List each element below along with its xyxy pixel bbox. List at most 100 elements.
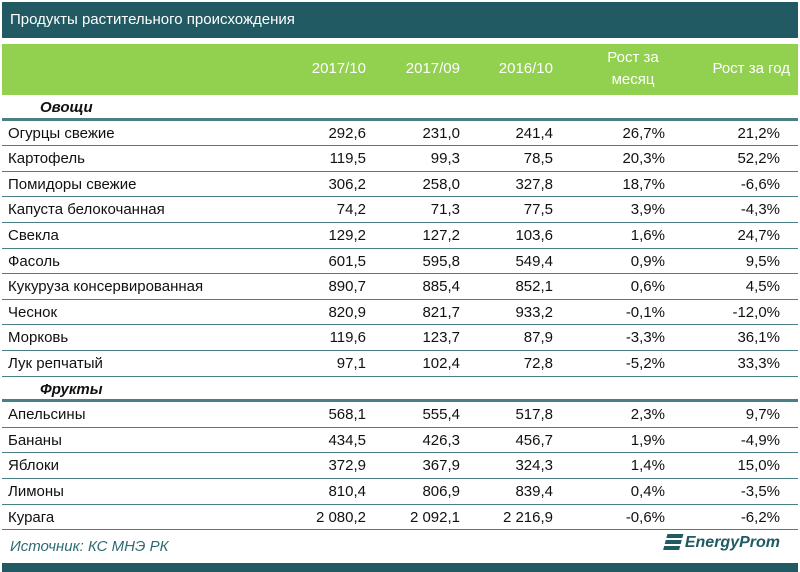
cell-value: 839,4 <box>515 482 553 500</box>
table-row: Лимоны 810,4 806,9 839,4 0,4% -3,5% <box>2 479 798 505</box>
cell-value: 2 216,9 <box>502 508 553 526</box>
product-name: Лимоны <box>8 482 64 500</box>
product-name: Лук репчатый <box>8 354 103 372</box>
product-name: Апельсины <box>8 406 86 424</box>
cell-value: 2 092,1 <box>409 508 460 526</box>
cell-value: 102,4 <box>422 354 460 372</box>
cell-value: 555,4 <box>422 406 460 424</box>
table-row: Лук репчатый 97,1 102,4 72,8 -5,2% 33,3% <box>2 351 798 377</box>
col-header: Рост за месяц <box>607 49 659 88</box>
table-row: Фасоль 601,5 595,8 549,4 0,9% 9,5% <box>2 249 798 275</box>
cell-value: 434,5 <box>328 431 366 449</box>
cell-value: -6,2% <box>740 508 780 526</box>
col-header: 2016/10 <box>498 60 553 77</box>
cell-value: 231,0 <box>422 124 460 142</box>
cell-value: -6,6% <box>740 175 780 193</box>
cell-value: -3,3% <box>625 329 665 347</box>
cell-value: 324,3 <box>515 457 553 475</box>
cell-value: 258,0 <box>422 175 460 193</box>
cell-value: 806,9 <box>422 482 460 500</box>
product-name: Помидоры свежие <box>8 175 137 193</box>
cell-value: 595,8 <box>422 252 460 270</box>
cell-value: 87,9 <box>523 329 553 347</box>
cell-value: 15,0% <box>737 457 780 475</box>
cell-value: 456,7 <box>515 431 553 449</box>
cell-value: 74,2 <box>336 201 366 219</box>
section-row: Овощи <box>2 95 798 121</box>
table-row: Морковь 119,6 123,7 87,9 -3,3% 36,1% <box>2 325 798 351</box>
cell-value: 78,5 <box>523 150 553 168</box>
product-name: Морковь <box>8 329 69 347</box>
section-label: Фрукты <box>40 380 103 398</box>
cell-value: 885,4 <box>422 278 460 296</box>
cell-value: 821,7 <box>422 303 460 321</box>
cell-value: 426,3 <box>422 431 460 449</box>
product-name: Фасоль <box>8 252 60 270</box>
cell-value: 0,4% <box>630 482 665 500</box>
logo-text: EnergyProm <box>684 534 780 551</box>
table-row: Курага 2 080,2 2 092,1 2 216,9 -0,6% -6,2% <box>2 505 798 531</box>
cell-value: 306,2 <box>328 175 366 193</box>
col-header: 2017/09 <box>405 60 460 77</box>
table-row: Яблоки 372,9 367,9 324,3 1,4% 15,0% <box>2 453 798 479</box>
table-row: Кукуруза консервированная 890,7 885,4 852,1… <box>2 274 798 300</box>
cell-value: 129,2 <box>328 226 366 244</box>
cell-value: 24,7% <box>737 226 780 244</box>
table-row: Свекла 129,2 127,2 103,6 1,6% 24,7% <box>2 223 798 249</box>
cell-value: 9,5% <box>745 252 780 270</box>
cell-value: -12,0% <box>732 303 780 321</box>
cell-value: 36,1% <box>737 329 780 347</box>
cell-value: 103,6 <box>515 226 553 244</box>
cell-value: 3,9% <box>630 201 665 219</box>
cell-value: 119,6 <box>329 329 366 347</box>
product-name: Чеснок <box>8 303 58 321</box>
source-note: Источник: КС МНЭ РК <box>10 538 169 555</box>
cell-value: 820,9 <box>328 303 366 321</box>
col-header: Рост за год <box>712 60 790 77</box>
cell-value: 71,3 <box>430 201 460 219</box>
cell-value: 372,9 <box>328 457 366 475</box>
cell-value: -4,9% <box>740 431 780 449</box>
cell-value: -0,1% <box>625 303 665 321</box>
product-name: Картофель <box>8 150 85 168</box>
cell-value: 933,2 <box>515 303 553 321</box>
product-name: Капуста белокочанная <box>8 201 165 219</box>
cell-value: 852,1 <box>515 278 553 296</box>
cell-value: 1,9% <box>630 431 665 449</box>
product-name: Курага <box>8 508 55 526</box>
cell-value: 327,8 <box>515 175 553 193</box>
cell-value: 890,7 <box>328 278 366 296</box>
product-name: Свекла <box>8 226 59 244</box>
cell-value: 1,4% <box>630 457 665 475</box>
data-table: Овощи Огурцы свежие 292,6 231,0 241,4 26,7% 21… <box>2 95 798 531</box>
cell-value: 72,8 <box>523 354 553 372</box>
cell-value: 0,6% <box>630 278 665 296</box>
table-row: Капуста белокочанная 74,2 71,3 77,5 3,9% -4,3… <box>2 197 798 223</box>
cell-value: 18,7% <box>622 175 665 193</box>
cell-value: 568,1 <box>328 406 366 424</box>
cell-value: 127,2 <box>422 226 460 244</box>
cell-value: 97,1 <box>336 354 366 372</box>
cell-value: 9,7% <box>745 406 780 424</box>
cell-value: -3,5% <box>740 482 780 500</box>
cell-value: 241,4 <box>515 124 553 142</box>
cell-value: 601,5 <box>328 252 366 270</box>
section-label: Овощи <box>40 99 93 116</box>
product-name: Яблоки <box>8 457 59 475</box>
product-name: Бананы <box>8 431 62 449</box>
cell-value: 33,3% <box>737 354 780 372</box>
table-row: Помидоры свежие 306,2 258,0 327,8 18,7% -6,6% <box>2 172 798 198</box>
cell-value: 810,4 <box>328 482 366 500</box>
table-row: Картофель 119,5 99,3 78,5 20,3% 52,2% <box>2 146 798 172</box>
cell-value: 1,6% <box>630 226 665 244</box>
cell-value: 26,7% <box>622 124 665 142</box>
cell-value: 292,6 <box>328 124 366 142</box>
cell-value: 2 080,2 <box>315 508 366 526</box>
table-row: Огурцы свежие 292,6 231,0 241,4 26,7% 21,2% <box>2 121 798 147</box>
table-row: Апельсины 568,1 555,4 517,8 2,3% 9,7% <box>2 402 798 428</box>
table-row: Бананы 434,5 426,3 456,7 1,9% -4,9% <box>2 428 798 454</box>
cell-value: 517,8 <box>515 406 553 424</box>
energyprom-logo: EnergyProm <box>662 534 780 552</box>
cell-value: 77,5 <box>523 201 553 219</box>
cell-value: 549,4 <box>515 252 553 270</box>
